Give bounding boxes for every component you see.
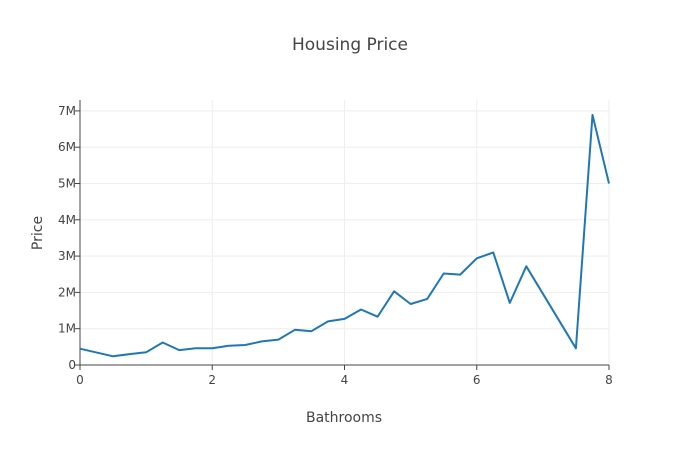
x-tick-label: 6 <box>473 373 481 387</box>
y-tick-label: 0 <box>68 358 76 372</box>
y-tick-label: 6M <box>58 140 76 154</box>
x-axis-title: Bathrooms <box>306 410 382 426</box>
y-axis-title: Price <box>30 216 46 250</box>
y-tick-label: 1M <box>58 322 76 336</box>
y-tick-label: 4M <box>58 213 76 227</box>
series-line <box>79 113 610 358</box>
y-tick-label: 7M <box>58 104 76 118</box>
x-tick-label: 8 <box>605 373 613 387</box>
chart-title: Housing Price <box>292 35 408 55</box>
x-tick-label: 2 <box>208 373 216 387</box>
series-layer <box>79 113 610 358</box>
y-tick-label: 5M <box>58 176 76 190</box>
y-tick-label: 3M <box>58 249 76 263</box>
tick-labels: 0 2 4 6 8 0 1M 2M 3M 4M 5M 6M 7M <box>58 104 613 387</box>
x-tick-label: 0 <box>76 373 84 387</box>
y-tick-label: 2M <box>58 285 76 299</box>
grid-lines <box>80 100 610 365</box>
x-tick-label: 4 <box>341 373 349 387</box>
